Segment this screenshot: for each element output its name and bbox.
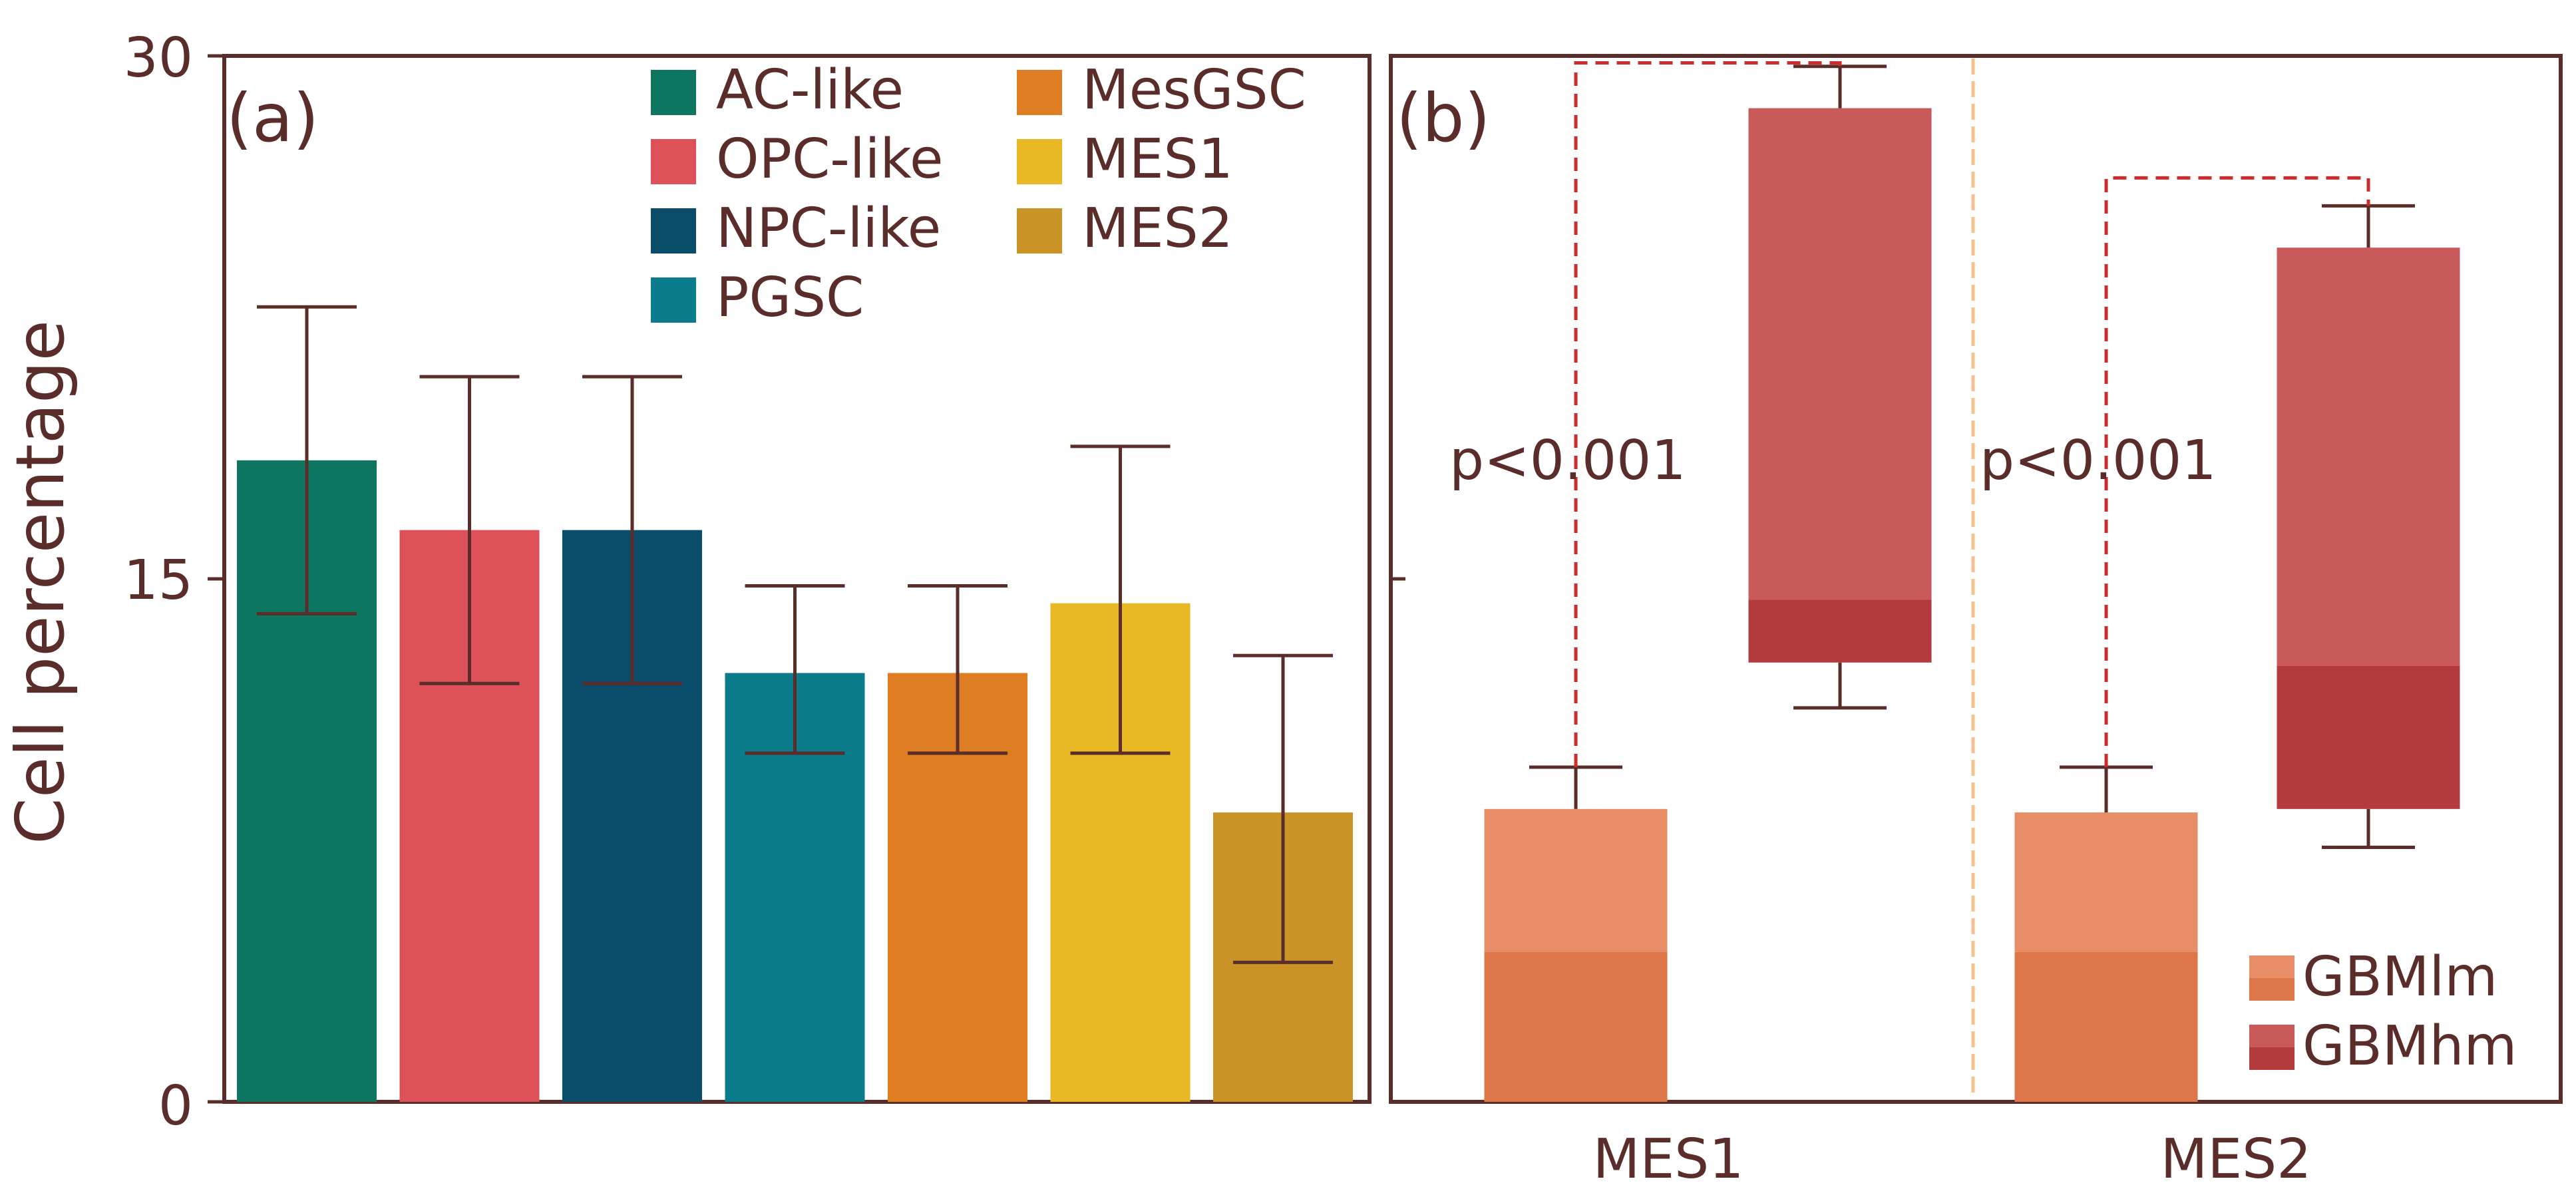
legend-label-opc-like: OPC-like	[716, 128, 943, 191]
panel-b-x-labels: MES1 MES2	[1593, 1128, 2312, 1191]
legend-label-ac-like: AC-like	[716, 59, 904, 122]
x-label-mes2: MES2	[2161, 1128, 2312, 1191]
panel-b-label: (b)	[1396, 79, 1491, 157]
box-upper-gbmlm-mes1	[1484, 808, 1668, 952]
legend-swatch-ac-like	[651, 70, 696, 115]
legend-label-mesgsc: MesGSC	[1082, 59, 1306, 122]
y-tick-label-15: 15	[124, 549, 193, 612]
legend-label-mes2: MES2	[1082, 197, 1233, 260]
sig-label-mes1: p<0.001	[1449, 429, 1686, 492]
legend-label-mes1: MES1	[1082, 128, 1233, 191]
box-lower-gbmhm-mes1	[1748, 599, 1932, 663]
legend-label-gbmhm: GBMhm	[2302, 1015, 2517, 1078]
legend-swatch-mes2	[1017, 208, 1062, 254]
panel-b-significance: p<0.001 p<0.001	[1449, 61, 2370, 767]
x-label-mes1: MES1	[1593, 1128, 1744, 1191]
y-tick-label-0: 0	[158, 1075, 193, 1138]
box-upper-gbmhm-mes2	[2277, 248, 2460, 666]
legend-swatch-top-gbmhm	[2249, 1025, 2295, 1047]
y-axis-label: Cell percentage	[1, 320, 79, 844]
y-tick-label-30: 30	[124, 27, 193, 90]
legend-swatch-pgsc	[651, 277, 696, 323]
legend-swatch-bottom-gbmlm	[2249, 978, 2295, 1001]
legend-swatch-mes1	[1017, 139, 1062, 184]
box-upper-gbmhm-mes1	[1748, 108, 1932, 600]
box-lower-gbmhm-mes2	[2277, 666, 2460, 809]
panel-a-bars	[237, 305, 1353, 1102]
legend-swatch-mesgsc	[1017, 70, 1062, 115]
box-lower-gbmlm-mes2	[2014, 951, 2198, 1102]
legend-swatch-top-gbmlm	[2249, 955, 2295, 978]
legend-label-pgsc: PGSC	[716, 266, 864, 329]
panel-a-label: (a)	[226, 79, 319, 157]
box-upper-gbmlm-mes2	[2014, 812, 2198, 952]
legend-label-gbmlm: GBMlm	[2302, 945, 2497, 1009]
legend-swatch-opc-like	[651, 139, 696, 184]
legend-swatch-npc-like	[651, 208, 696, 254]
box-lower-gbmlm-mes1	[1484, 951, 1668, 1102]
sig-label-mes2: p<0.001	[1980, 429, 2217, 492]
legend-label-npc-like: NPC-like	[716, 197, 941, 260]
panel-b-boxes	[1484, 65, 2460, 1102]
sig-bracket-mes1	[1574, 61, 1842, 767]
legend-swatch-bottom-gbmhm	[2249, 1047, 2295, 1070]
